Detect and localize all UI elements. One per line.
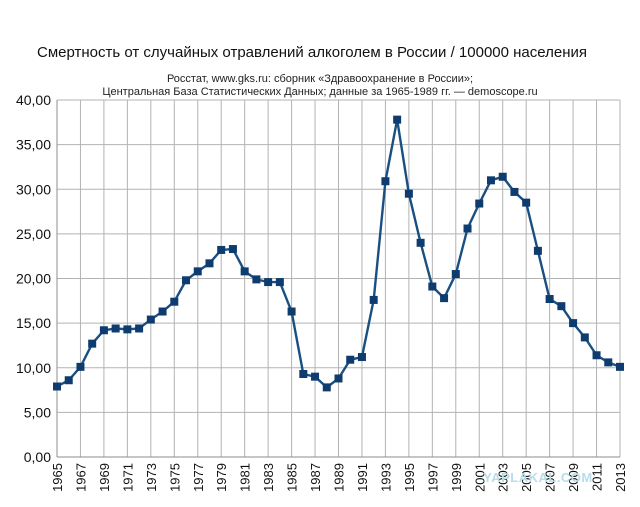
chart-subtitle-line-2: Центральная База Статистических Данных; …	[102, 86, 537, 98]
data-point-marker	[76, 362, 85, 371]
data-point-marker	[357, 353, 366, 362]
data-point-marker	[135, 324, 144, 333]
x-tick-label: 2011	[590, 463, 605, 491]
data-point-marker	[592, 351, 601, 360]
data-point-marker	[123, 325, 132, 334]
data-point-marker	[346, 355, 355, 364]
x-tick-label: 2013	[613, 463, 628, 492]
data-point-marker	[264, 278, 273, 287]
data-point-marker	[334, 374, 343, 383]
y-axis-tick-labels: 0,00 5,00 10,00 15,00 20,00 25,00 30,00 35,00 40…	[16, 92, 51, 465]
data-point-marker	[416, 238, 425, 247]
data-point-marker	[440, 294, 449, 303]
data-point-marker	[322, 383, 331, 392]
data-point-marker	[475, 199, 484, 208]
data-point-marker	[604, 358, 613, 367]
data-point-marker	[510, 187, 519, 196]
y-tick-label: 35,00	[16, 137, 51, 153]
data-point-marker	[522, 198, 531, 207]
data-point-marker	[369, 295, 378, 304]
x-tick-label: 1977	[191, 463, 206, 492]
y-tick-label: 40,00	[16, 92, 51, 108]
data-point-marker	[533, 246, 542, 255]
x-tick-label: 1967	[73, 463, 88, 492]
watermark-text: YAPLAKAL.COM	[483, 470, 593, 485]
y-tick-label: 15,00	[16, 315, 51, 331]
grid	[56, 99, 621, 458]
x-axis-tick-labels: 1965 1967 1969 1971 1973 1975 1977 1979 1981 1983…	[50, 463, 628, 492]
y-tick-label: 25,00	[16, 226, 51, 242]
x-tick-label: 2009	[566, 463, 581, 492]
x-tick-label: 2001	[472, 463, 487, 492]
data-point-marker	[53, 382, 61, 391]
x-tick-label: 2007	[543, 463, 558, 492]
data-point-marker	[404, 189, 413, 198]
data-point-marker	[381, 177, 390, 186]
data-point-marker	[146, 315, 155, 324]
data-point-marker	[428, 282, 437, 291]
data-point-marker	[486, 176, 495, 185]
x-tick-label: 1989	[332, 463, 347, 492]
data-point-marker	[252, 275, 261, 284]
x-tick-label: 1983	[261, 463, 276, 492]
y-tick-label: 20,00	[16, 271, 51, 287]
data-point-marker	[182, 276, 191, 285]
y-tick-label: 5,00	[24, 404, 51, 420]
x-tick-label: 1999	[449, 463, 464, 492]
data-point-marker	[545, 295, 554, 304]
data-point-marker	[311, 372, 320, 381]
x-tick-label: 2003	[496, 463, 511, 492]
data-point-marker	[580, 333, 589, 342]
axes	[56, 100, 620, 458]
data-point-marker	[111, 324, 120, 333]
x-tick-label: 1965	[50, 463, 65, 492]
y-tick-label: 10,00	[16, 360, 51, 376]
data-point-marker	[99, 326, 108, 335]
data-point-marker	[498, 172, 507, 181]
x-tick-label: 1993	[378, 463, 393, 492]
chart-title: Смертность от случайных отравлений алког…	[37, 44, 587, 61]
data-point-marker	[287, 307, 296, 316]
x-tick-label: 1987	[308, 463, 323, 492]
x-tick-label: 1979	[214, 463, 229, 492]
x-tick-label: 1995	[402, 463, 417, 492]
data-point-marker	[393, 115, 402, 124]
x-tick-label: 2005	[519, 463, 534, 492]
x-tick-label: 1973	[144, 463, 159, 492]
data-point-marker	[463, 224, 472, 233]
data-point-marker	[616, 362, 624, 371]
x-tick-label: 1975	[167, 463, 182, 492]
data-point-marker	[88, 339, 97, 348]
chart-subtitle-line-1: Росстат, www.gks.ru: сборник «Здравоохра…	[167, 73, 473, 85]
y-tick-label: 30,00	[16, 181, 51, 197]
data-point-marker	[299, 369, 308, 378]
data-point-marker	[193, 267, 202, 276]
data-point-marker	[275, 278, 284, 287]
data-point-marker	[557, 302, 566, 311]
series-markers	[53, 115, 624, 392]
y-tick-label: 0,00	[24, 449, 51, 465]
x-tick-label: 1997	[425, 463, 440, 492]
data-point-marker	[64, 376, 73, 385]
data-point-marker	[170, 297, 179, 306]
data-point-marker	[569, 319, 578, 328]
x-tick-label: 1985	[285, 463, 300, 492]
data-point-marker	[158, 307, 167, 316]
data-point-marker	[217, 245, 226, 254]
x-tick-label: 1981	[238, 463, 253, 492]
x-tick-label: 1969	[97, 463, 112, 492]
data-point-marker	[205, 259, 214, 268]
x-tick-label: 1971	[120, 463, 135, 492]
x-tick-label: 1991	[355, 463, 370, 492]
data-point-marker	[228, 245, 237, 254]
data-point-marker	[451, 270, 460, 279]
data-point-marker	[240, 267, 249, 276]
